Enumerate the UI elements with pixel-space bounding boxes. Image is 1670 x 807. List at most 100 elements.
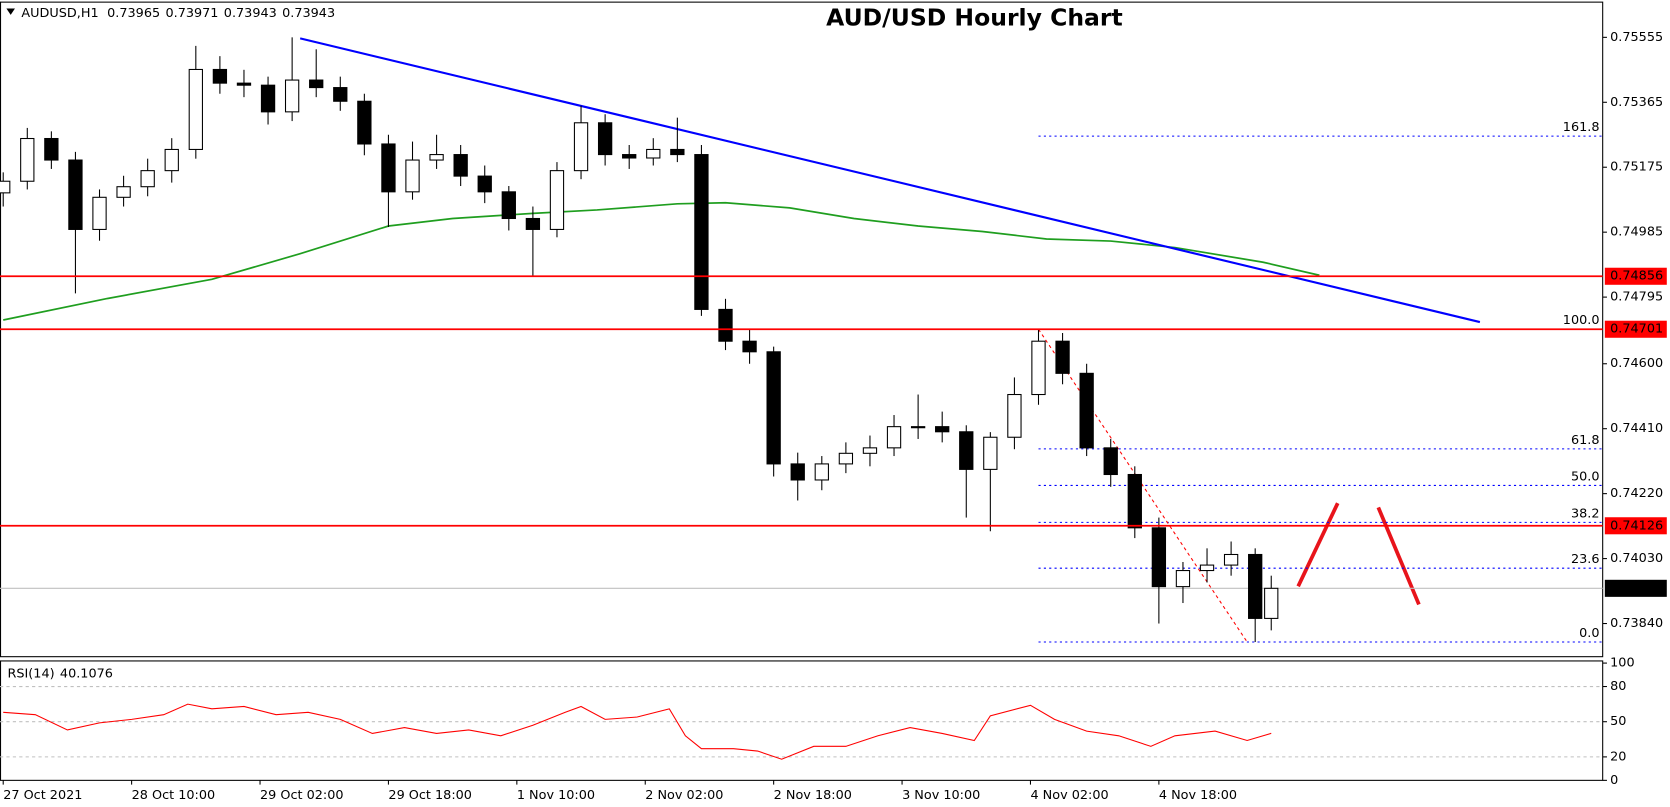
candle-body <box>1248 553 1263 619</box>
fib-anchor <box>1038 328 1248 643</box>
y-tick-label: 0.75365 <box>1610 95 1663 110</box>
candle-body <box>814 463 829 481</box>
candle-body <box>670 148 685 156</box>
y-tick-label: 0.74410 <box>1610 421 1663 436</box>
y-tick-label: 0.74600 <box>1610 356 1663 371</box>
candle-body <box>188 68 203 150</box>
candle-body <box>357 100 372 145</box>
x-tick-label: 29 Oct 18:00 <box>388 788 472 803</box>
x-tick-label: 1 Nov 10:00 <box>517 788 595 803</box>
x-tick-label: 2 Nov 18:00 <box>774 788 852 803</box>
fib-label: 100.0 <box>1563 313 1600 328</box>
candle-body <box>20 137 35 182</box>
candle-body <box>1007 393 1022 438</box>
candle-body <box>1103 447 1118 476</box>
candle-body <box>333 87 348 102</box>
x-tick-label: 28 Oct 10:00 <box>132 788 216 803</box>
header-close: 0.73943 <box>282 5 335 20</box>
candle-body <box>1223 553 1239 566</box>
candle-body <box>453 154 468 177</box>
y-tick-label: 0.75175 <box>1610 160 1663 175</box>
candle-body <box>790 463 805 481</box>
candle-body <box>646 148 661 159</box>
price-box-label: 0.74126 <box>1610 518 1663 533</box>
x-tick-label: 3 Nov 10:00 <box>902 788 980 803</box>
candle-body <box>284 79 300 113</box>
price-box <box>1604 517 1667 535</box>
candle-body <box>0 180 11 194</box>
candle-body <box>910 426 926 429</box>
candle-body <box>959 431 974 470</box>
candle-body <box>597 122 613 156</box>
price-box-label: 0.74856 <box>1610 269 1663 284</box>
candle-body <box>44 137 59 161</box>
fib-label: 38.2 <box>1571 506 1600 521</box>
rsi-tick-label: 50 <box>1610 714 1626 729</box>
candle-body <box>838 452 854 465</box>
y-tick-label: 0.73840 <box>1610 616 1663 631</box>
candle-body <box>236 82 252 86</box>
fib-label: 50.0 <box>1571 469 1600 484</box>
rsi-tick-label: 80 <box>1610 679 1626 694</box>
rsi-tick-label: 100 <box>1610 656 1634 671</box>
price-box-label: 0.74701 <box>1610 322 1663 337</box>
candle-body <box>68 159 83 230</box>
chart-title: AUD/USD Hourly Chart <box>826 4 1123 32</box>
x-tick-label: 27 Oct 2021 <box>3 788 82 803</box>
candle-body <box>309 79 324 89</box>
fib-label: 23.6 <box>1571 552 1600 567</box>
rsi-tick-label: 20 <box>1610 749 1626 764</box>
candle-body <box>742 340 757 353</box>
y-tick-label: 0.74220 <box>1610 486 1663 501</box>
candle-body <box>212 68 228 84</box>
fib-label: 161.8 <box>1563 120 1600 135</box>
rsi-value: 40.1076 <box>60 666 113 681</box>
candle-body <box>549 170 565 230</box>
candle-body <box>1199 564 1215 572</box>
x-tick-label: 2 Nov 02:00 <box>645 788 723 803</box>
x-tick-label: 4 Nov 02:00 <box>1030 788 1108 803</box>
candle-body <box>429 154 444 161</box>
candle-body <box>116 186 131 198</box>
candle-body <box>381 143 396 193</box>
candle-body <box>862 447 878 454</box>
fib-label: 61.8 <box>1571 433 1600 448</box>
rsi-line <box>3 703 1272 760</box>
header-high: 0.73971 <box>165 5 218 20</box>
projection-up <box>1296 502 1340 588</box>
candle-body <box>164 148 179 172</box>
candle-body <box>477 175 492 193</box>
x-tick-label: 4 Nov 18:00 <box>1159 788 1237 803</box>
candle-body <box>766 351 781 465</box>
candle-body <box>983 436 998 470</box>
candle-body <box>718 308 733 342</box>
rsi-tick-label: 0 <box>1610 773 1618 788</box>
candle-body <box>935 426 950 433</box>
header: AUDUSD,H1 0.73965 0.73971 0.73943 0.73943 <box>21 5 335 20</box>
trendline <box>299 37 1481 324</box>
candle-body <box>886 426 902 449</box>
symbol: AUDUSD,H1 <box>21 5 98 20</box>
candle-body <box>573 122 589 172</box>
candle-body <box>1264 587 1279 619</box>
candle-body <box>260 84 276 113</box>
candle-body <box>525 217 541 230</box>
y-tick-label: 0.74030 <box>1610 551 1663 566</box>
current-price-label: 0.73943 <box>1610 581 1663 596</box>
candle-body <box>140 170 155 188</box>
price-box <box>1604 267 1667 285</box>
candle-body <box>694 154 709 310</box>
candle-body <box>1151 527 1167 588</box>
header-low: 0.73943 <box>224 5 277 20</box>
price-box <box>1604 320 1667 338</box>
moving-average <box>3 201 1320 321</box>
candle-body <box>1127 473 1142 529</box>
y-tick-label: 0.75555 <box>1610 30 1663 45</box>
y-tick-label: 0.74985 <box>1610 225 1663 240</box>
y-tick-label: 0.74795 <box>1610 290 1663 305</box>
candle-body <box>501 191 516 220</box>
rsi-panel <box>0 660 1604 781</box>
rsi-title: RSI(14) <box>7 666 54 681</box>
header-open: 0.73965 <box>107 5 160 20</box>
